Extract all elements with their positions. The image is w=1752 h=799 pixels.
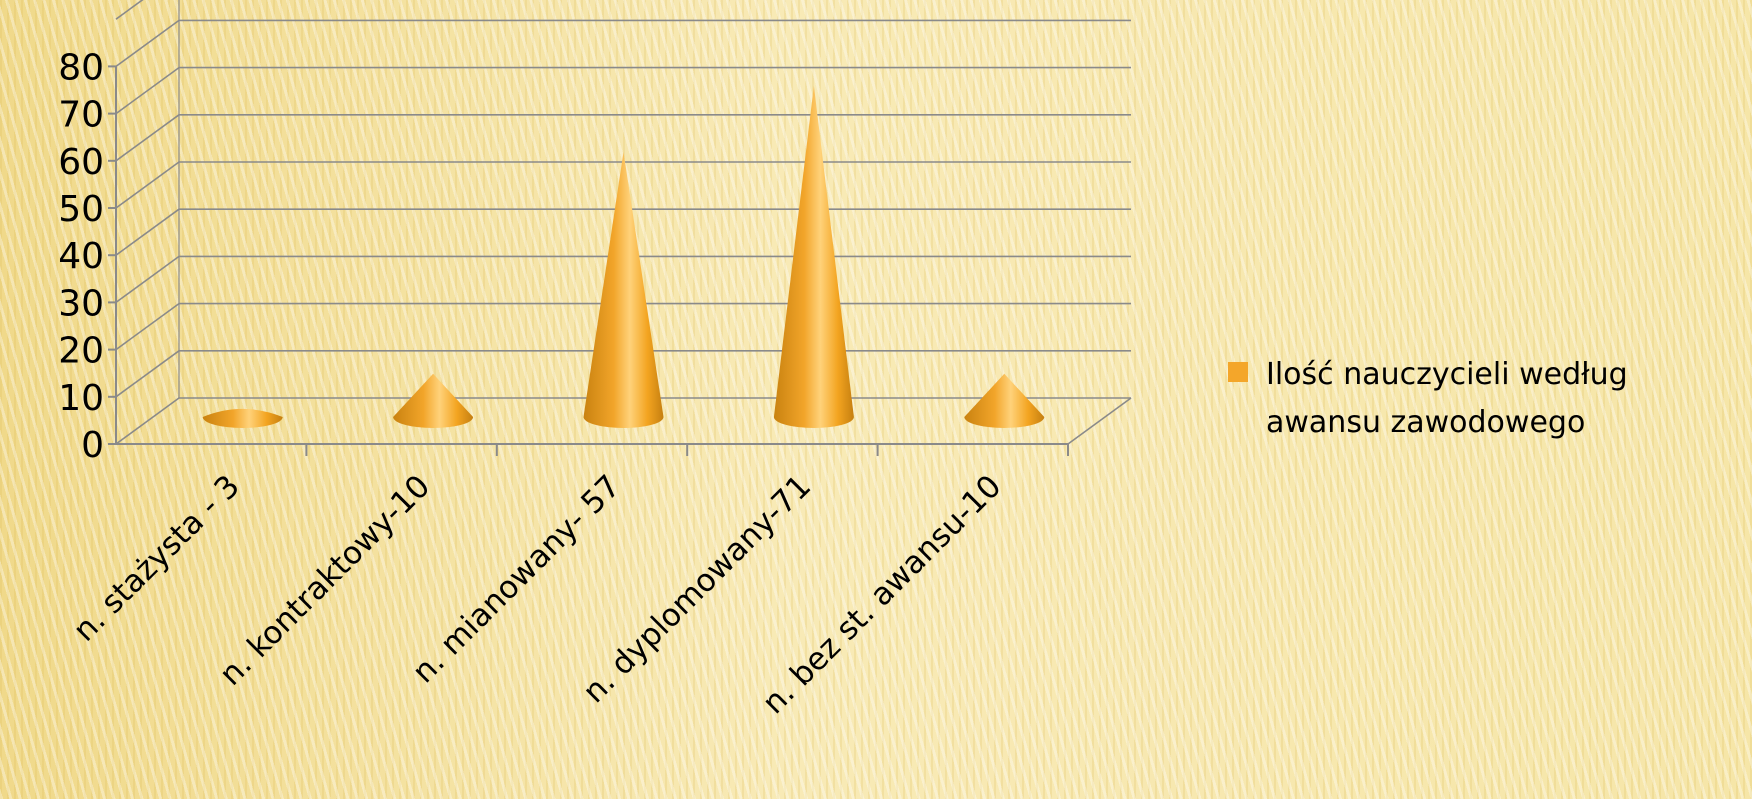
gridline-side bbox=[115, 255, 180, 304]
gridline-side bbox=[115, 66, 180, 115]
floor-edge-left bbox=[115, 397, 180, 445]
cone-body bbox=[393, 373, 474, 428]
x-tick-label: n. kontraktowy-10 bbox=[213, 468, 438, 693]
legend-marker bbox=[1228, 362, 1248, 382]
legend-label-line-2: awansu zawodowego bbox=[1266, 405, 1585, 440]
gridline-side bbox=[115, 114, 180, 162]
gridline-side bbox=[115, 208, 180, 256]
y-tick-label: 10 bbox=[58, 378, 104, 419]
plot-area: 0 10 20 30 40 50 60 70 80 n. stażysta - 3n. kont… bbox=[58, 0, 1132, 721]
y-tick-label: 20 bbox=[58, 331, 104, 372]
gridlines bbox=[115, 0, 1131, 398]
y-tick-label: 70 bbox=[58, 95, 104, 136]
cone-bar bbox=[964, 373, 1045, 428]
gridline-side bbox=[115, 19, 180, 68]
cone-body bbox=[773, 85, 854, 428]
cone-bar bbox=[393, 373, 474, 428]
gridline-side bbox=[115, 350, 180, 398]
gridline-side bbox=[115, 302, 180, 351]
cone-bar bbox=[583, 151, 664, 428]
cone-body bbox=[202, 408, 283, 428]
cone-body bbox=[583, 151, 664, 428]
cone-bar bbox=[773, 85, 854, 428]
cone-body bbox=[964, 373, 1045, 428]
gridline-side bbox=[115, 0, 144, 20]
y-tick-label: 50 bbox=[58, 189, 104, 230]
cone-bar bbox=[202, 408, 283, 428]
y-axis-ticks: 0 10 20 30 40 50 60 70 80 bbox=[58, 47, 116, 466]
x-tick-label: n. stażysta - 3 bbox=[66, 468, 246, 648]
y-tick-label: 30 bbox=[58, 283, 104, 324]
legend-label-line-1: Ilość nauczycieli według bbox=[1266, 357, 1628, 392]
y-tick-label: 80 bbox=[58, 47, 104, 88]
gridline-side bbox=[115, 161, 180, 209]
x-axis-ticks: n. stażysta - 3n. kontraktowy-10n. miano… bbox=[66, 444, 1069, 721]
y-tick-label: 40 bbox=[58, 236, 104, 277]
y-tick-label: 60 bbox=[58, 142, 104, 183]
series-cones bbox=[202, 85, 1045, 428]
y-tick-label: 0 bbox=[81, 425, 104, 466]
x-tick-label: n. mianowany- 57 bbox=[406, 468, 628, 690]
legend: Ilość nauczycieli według awansu zawodowe… bbox=[1228, 357, 1628, 440]
floor-edge-right bbox=[1067, 397, 1132, 445]
